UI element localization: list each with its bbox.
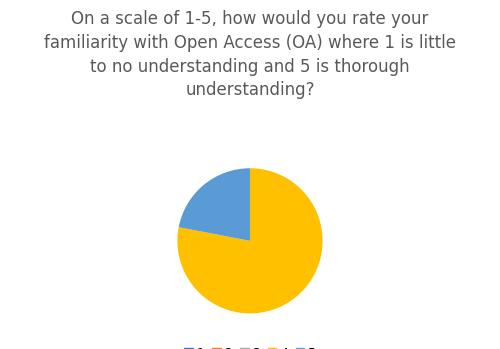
Wedge shape xyxy=(178,168,250,241)
Wedge shape xyxy=(178,168,322,313)
Legend: 1, 2, 3, 4, 5: 1, 2, 3, 4, 5 xyxy=(179,342,321,349)
Text: On a scale of 1-5, how would you rate your
familiarity with Open Access (OA) whe: On a scale of 1-5, how would you rate yo… xyxy=(44,10,456,99)
